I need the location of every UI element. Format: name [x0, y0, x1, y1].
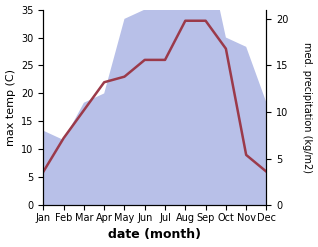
Y-axis label: max temp (C): max temp (C): [5, 69, 16, 146]
X-axis label: date (month): date (month): [108, 228, 201, 242]
Y-axis label: med. precipitation (kg/m2): med. precipitation (kg/m2): [302, 42, 313, 173]
